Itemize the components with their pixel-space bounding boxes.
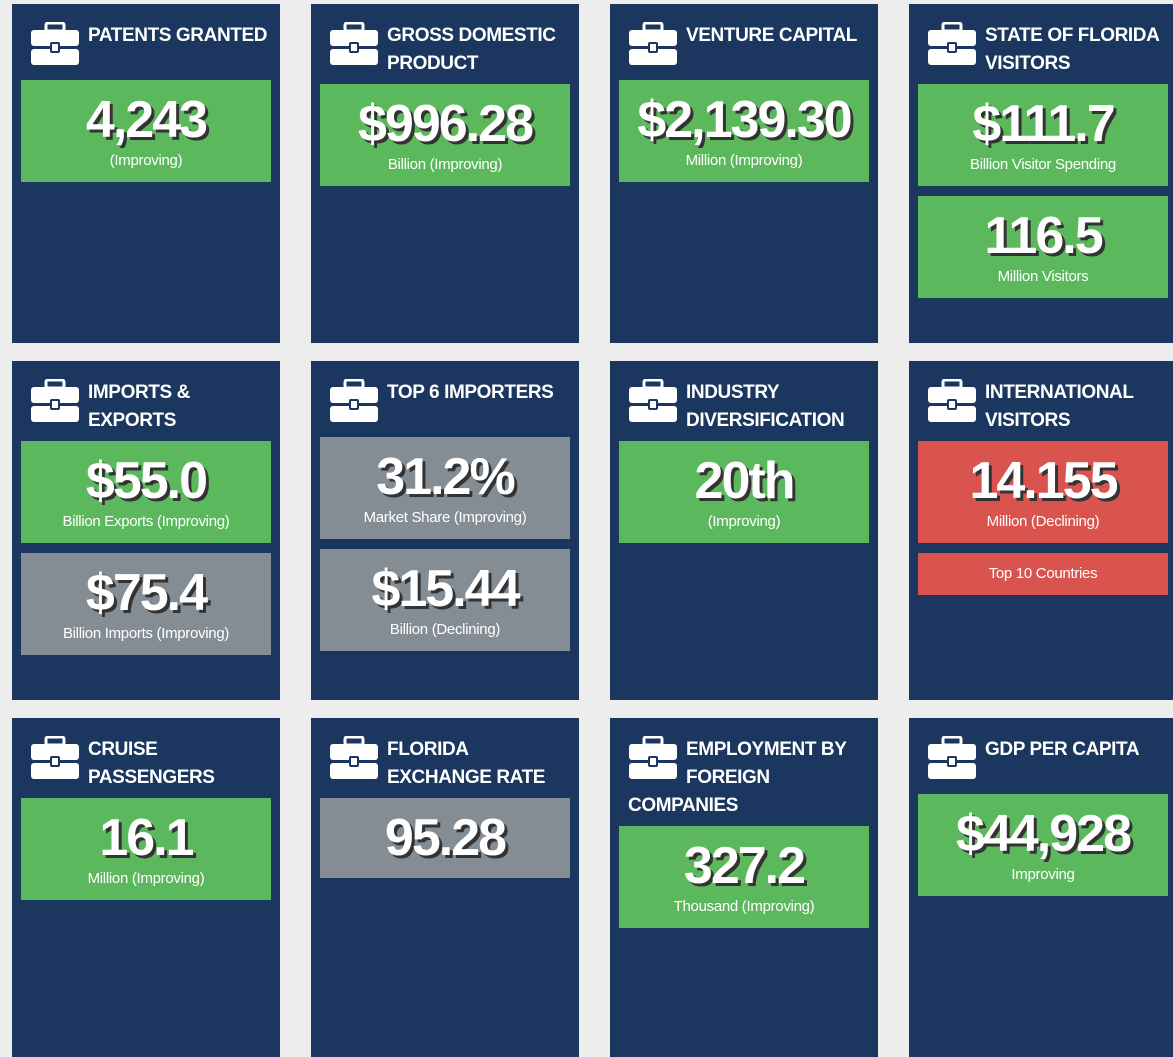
stat-value: 327.2 — [683, 837, 806, 895]
card: STATE OF FLORIDA VISITORS $111.7 Billion V… — [909, 4, 1173, 343]
card-header: FLORIDA EXCHANGE RATE — [311, 718, 579, 792]
card-title: EMPLOYMENT BY FOREIGN COMPANIES — [628, 739, 847, 816]
stat-value: $996.28 — [358, 95, 534, 153]
stat-value: 31.2% — [376, 448, 515, 506]
stat-label: Billion (Improving) — [387, 156, 503, 173]
briefcase-icon — [31, 736, 79, 779]
stat-value: $44,928 — [956, 805, 1132, 863]
stat-label: Billion Visitor Spending — [970, 156, 1116, 173]
card: CRUISE PASSENGERS 16.1 Million (Improving) — [12, 718, 280, 1057]
card: PATENTS GRANTED 4,243 (Improving) — [12, 4, 280, 343]
card-header: INTERNATIONAL VISITORS — [909, 361, 1173, 435]
stat-value: $75.4 — [85, 564, 208, 622]
card-header: PATENTS GRANTED — [12, 4, 280, 74]
stat-box: 327.2 Thousand (Improving) — [619, 826, 869, 928]
stat-box: $15.44 Billion (Declining) — [320, 549, 570, 651]
card: GROSS DOMESTIC PRODUCT $996.28 Billion (Im… — [311, 4, 579, 343]
card-header: GDP PER CAPITA — [909, 718, 1173, 788]
card-title: TOP 6 IMPORTERS — [387, 382, 554, 403]
stat-value: 16.1 — [99, 809, 194, 867]
briefcase-icon — [928, 22, 976, 65]
stat-box: $75.4 Billion Imports (Improving) — [21, 553, 271, 655]
card-header: INDUSTRY DIVERSIFICATION — [610, 361, 878, 435]
briefcase-icon — [330, 736, 378, 779]
stat-label: Million Visitors — [997, 268, 1089, 285]
stat-label[interactable]: Top 10 Countries — [988, 565, 1098, 582]
stat-box: 4,243 (Improving) — [21, 80, 271, 182]
stat-label: Million (Improving) — [87, 870, 205, 887]
card-title: CRUISE PASSENGERS — [88, 739, 215, 788]
card-header: IMPORTS & EXPORTS — [12, 361, 280, 435]
card-title: GDP PER CAPITA — [985, 739, 1140, 760]
stat-box: $44,928 Improving — [918, 794, 1168, 896]
card-title: STATE OF FLORIDA VISITORS — [985, 25, 1159, 74]
briefcase-icon — [31, 22, 79, 65]
stat-label: Million (Improving) — [685, 152, 803, 169]
stat-box: $2,139.30 Million (Improving) — [619, 80, 869, 182]
stat-value: 4,243 — [85, 91, 208, 149]
dashboard: PATENTS GRANTED 4,243 (Improving) GROSS DOM… — [12, 4, 1173, 1057]
card: INTERNATIONAL VISITORS 14.155 Million (Dec… — [909, 361, 1173, 700]
stat-value: $55.0 — [85, 452, 208, 510]
card-header: STATE OF FLORIDA VISITORS — [909, 4, 1173, 78]
card-title: IMPORTS & EXPORTS — [88, 382, 190, 431]
stat-box: $996.28 Billion (Improving) — [320, 84, 570, 186]
stat-box: 95.28 — [320, 798, 570, 878]
card-header: TOP 6 IMPORTERS — [311, 361, 579, 431]
card: GDP PER CAPITA $44,928 Improving — [909, 718, 1173, 1057]
stat-label: Billion Exports (Improving) — [62, 513, 230, 530]
stat-box: 116.5 Million Visitors — [918, 196, 1168, 298]
stat-label: Million (Declining) — [986, 513, 1100, 530]
briefcase-icon — [330, 22, 378, 65]
card-header: VENTURE CAPITAL — [610, 4, 878, 74]
briefcase-icon — [928, 736, 976, 779]
card: INDUSTRY DIVERSIFICATION 20th (Improving) — [610, 361, 878, 700]
stat-label: (Improving) — [707, 513, 781, 530]
briefcase-icon — [629, 22, 677, 65]
card-title: INTERNATIONAL VISITORS — [985, 382, 1134, 431]
briefcase-icon — [629, 736, 677, 779]
stat-box: 31.2% Market Share (Improving) — [320, 437, 570, 539]
stat-box: $111.7 Billion Visitor Spending — [918, 84, 1168, 186]
briefcase-icon — [928, 379, 976, 422]
stat-label: Market Share (Improving) — [363, 509, 527, 526]
card-header: EMPLOYMENT BY FOREIGN COMPANIES — [610, 718, 878, 820]
briefcase-icon — [629, 379, 677, 422]
card-title: GROSS DOMESTIC PRODUCT — [387, 25, 556, 74]
stat-label: Billion Imports (Improving) — [62, 625, 230, 642]
stat-label: Billion (Declining) — [389, 621, 501, 638]
card-header: CRUISE PASSENGERS — [12, 718, 280, 792]
stat-value: 95.28 — [384, 809, 507, 867]
stat-value: $2,139.30 — [637, 91, 852, 149]
card-header: GROSS DOMESTIC PRODUCT — [311, 4, 579, 78]
card: VENTURE CAPITAL $2,139.30 Million (Improvi… — [610, 4, 878, 343]
stat-value: $15.44 — [371, 560, 520, 618]
briefcase-icon — [330, 379, 378, 422]
card-title: FLORIDA EXCHANGE RATE — [387, 739, 546, 788]
card-title: PATENTS GRANTED — [88, 25, 268, 46]
card: FLORIDA EXCHANGE RATE 95.28 — [311, 718, 579, 1057]
card: EMPLOYMENT BY FOREIGN COMPANIES 327.2 Thou… — [610, 718, 878, 1057]
card: TOP 6 IMPORTERS 31.2% Market Share (Improv… — [311, 361, 579, 700]
stat-box: 16.1 Million (Improving) — [21, 798, 271, 900]
stat-label: Improving — [1011, 866, 1075, 883]
stat-box: 14.155 Million (Declining) — [918, 441, 1168, 543]
stat-box: $55.0 Billion Exports (Improving) — [21, 441, 271, 543]
card: IMPORTS & EXPORTS $55.0 Billion Exports (I… — [12, 361, 280, 700]
card-title: VENTURE CAPITAL — [686, 25, 857, 46]
stat-value: 20th — [694, 452, 796, 510]
stat-value: $111.7 — [972, 95, 1115, 153]
briefcase-icon — [31, 379, 79, 422]
stat-label: (Improving) — [109, 152, 183, 169]
stat-value: 116.5 — [984, 207, 1103, 265]
link-button[interactable]: Top 10 Countries — [918, 553, 1168, 595]
card-title: INDUSTRY DIVERSIFICATION — [686, 382, 845, 431]
stat-label: Thousand (Improving) — [673, 898, 815, 915]
stat-box: 20th (Improving) — [619, 441, 869, 543]
stat-value: 14.155 — [969, 452, 1118, 510]
